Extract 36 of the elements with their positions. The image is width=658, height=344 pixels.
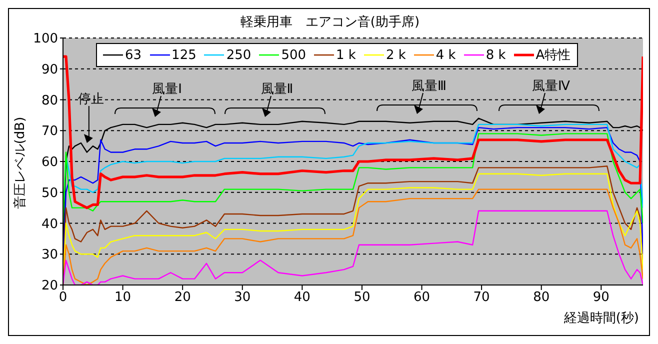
annotation: 風量Ⅲ [412, 79, 446, 94]
x-tick-label: 90 [592, 290, 610, 306]
legend-label: 1 k [336, 48, 356, 62]
legend-label: 2 k [386, 48, 406, 62]
annotation: 停止 [78, 92, 104, 107]
x-tick-label: 60 [413, 290, 430, 306]
legend-label: 125 [172, 48, 196, 62]
y-tick-label: 30 [41, 248, 58, 263]
legend-label: 250 [226, 48, 252, 62]
x-tick-label: 70 [473, 290, 490, 306]
x-axis-title: 経過時間(秒) [564, 310, 639, 327]
y-tick-label: 20 [41, 278, 58, 294]
y-tick-label: 70 [41, 124, 58, 140]
y-tick-label: 90 [41, 62, 58, 78]
x-tick-label: 80 [533, 290, 550, 306]
x-tick-label: 20 [174, 290, 191, 306]
legend-label: A特性 [536, 47, 571, 64]
x-tick-label: 50 [354, 290, 370, 306]
annotation: 風量Ⅰ [152, 82, 182, 97]
annotation: 風量Ⅳ [532, 79, 570, 94]
y-tick-label: 40 [41, 216, 58, 232]
x-tick-label: 30 [234, 290, 251, 306]
chart-title: 軽乗用車 エアコン音(助手席) [239, 14, 421, 31]
legend-label: 500 [281, 48, 306, 62]
x-tick-label: 10 [114, 290, 132, 306]
legend-label: 4 k [436, 48, 456, 62]
annotation: 風量Ⅱ [260, 82, 294, 97]
y-tick-label: 100 [33, 32, 58, 47]
y-tick-label: 50 [41, 186, 58, 201]
y-tick-label: 80 [41, 93, 58, 108]
legend-label: 8 k [486, 48, 506, 62]
x-tick-label: 0 [58, 290, 68, 306]
x-tick-label: 40 [294, 290, 310, 306]
y-axis-title: 音圧レベル(dB) [12, 116, 29, 209]
legend-label: 63 [125, 48, 142, 62]
y-tick-label: 60 [41, 155, 58, 170]
